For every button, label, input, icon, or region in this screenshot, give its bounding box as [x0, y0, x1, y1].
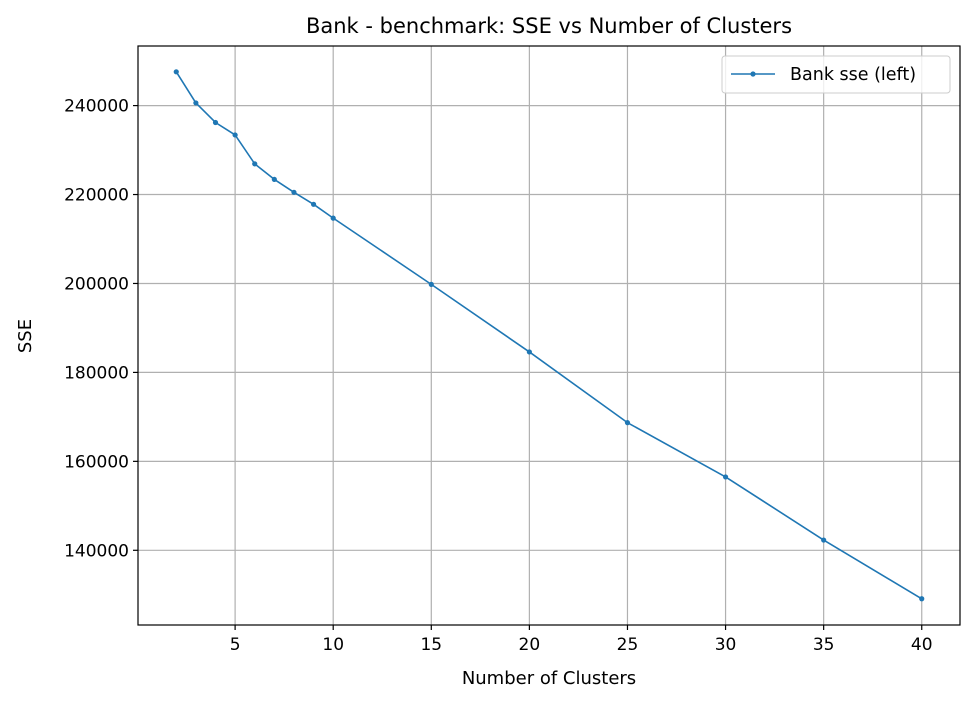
y-tick-label: 240000	[64, 97, 129, 117]
chart-title: Bank - benchmark: SSE vs Number of Clust…	[306, 14, 792, 38]
x-tick-label: 20	[519, 635, 541, 655]
x-tick-label: 15	[420, 635, 442, 655]
data-point	[212, 119, 219, 126]
y-tick-label: 200000	[64, 274, 129, 294]
axis-ticks: 5 10 15 20 25 30 35 40 140000 160000 180000 200000 2…	[64, 97, 932, 655]
y-axis-title: SSE	[15, 319, 36, 353]
data-point	[173, 69, 179, 75]
legend-label: Bank sse (left)	[790, 65, 916, 85]
data-point	[624, 420, 631, 426]
data-point	[919, 596, 925, 602]
data-point	[232, 132, 238, 138]
data-point	[271, 176, 277, 183]
x-tick-label: 10	[322, 635, 344, 655]
legend-marker-swatch	[750, 71, 756, 77]
y-tick-label: 140000	[64, 541, 129, 561]
data-point	[193, 100, 199, 106]
data-point	[526, 349, 532, 355]
grid-lines	[138, 46, 960, 625]
legend: Bank sse (left)	[721, 55, 951, 94]
x-tick-label: 30	[715, 635, 737, 655]
plot-frame	[137, 45, 961, 626]
y-tick-label: 220000	[64, 186, 129, 206]
y-tick-label: 160000	[64, 452, 129, 472]
x-tick-label: 35	[813, 635, 835, 655]
data-point	[252, 161, 258, 167]
data-point	[428, 281, 434, 287]
x-tick-label: 5	[230, 635, 241, 655]
data-point	[310, 201, 317, 207]
data-point	[330, 215, 336, 221]
x-tick-label: 25	[617, 635, 639, 655]
series-layer	[173, 69, 925, 602]
y-tick-label: 180000	[64, 363, 129, 383]
data-point	[291, 189, 297, 195]
x-axis-title: Number of Clusters	[462, 668, 636, 689]
data-point	[722, 474, 729, 480]
legend-box	[721, 55, 951, 94]
x-tick-label: 40	[911, 635, 933, 655]
data-point	[821, 537, 827, 543]
